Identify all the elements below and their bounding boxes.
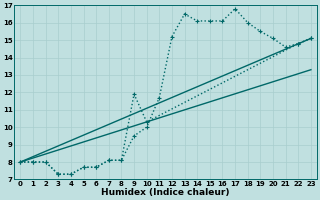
X-axis label: Humidex (Indice chaleur): Humidex (Indice chaleur) <box>101 188 230 197</box>
